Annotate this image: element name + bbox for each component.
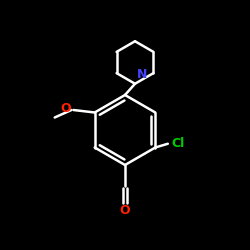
Text: N: N [137,68,147,81]
Text: O: O [120,204,130,217]
Text: Cl: Cl [172,137,185,150]
Text: O: O [61,102,72,115]
